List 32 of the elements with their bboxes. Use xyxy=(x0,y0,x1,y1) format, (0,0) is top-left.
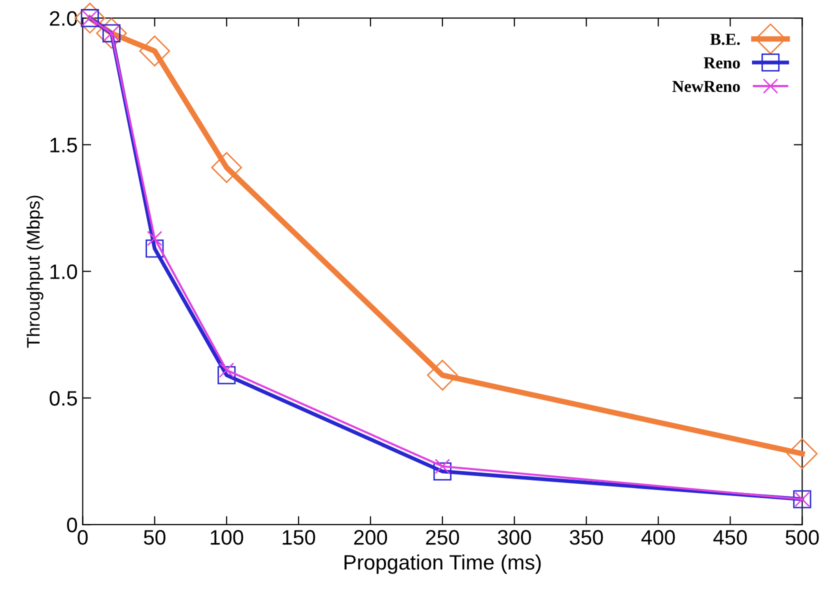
x-tick-label: 300 xyxy=(498,530,531,545)
y-axis-title: Throughput (Mbps) xyxy=(26,196,44,348)
point xyxy=(96,18,127,49)
legend-label: B.E. xyxy=(710,34,740,45)
point xyxy=(427,360,458,391)
x-tick-label: 400 xyxy=(641,530,675,545)
legend-label: Reno xyxy=(704,57,740,68)
point xyxy=(434,458,450,474)
x-tick-label: 100 xyxy=(210,530,244,545)
y-tick-label: 0 xyxy=(67,518,78,532)
y-tick-label: 2.0 xyxy=(50,11,78,26)
point xyxy=(211,152,242,183)
point xyxy=(218,362,234,378)
x-tick-label: 350 xyxy=(570,530,603,545)
x-tick-label: 500 xyxy=(786,530,819,545)
y-tick-label: 1.5 xyxy=(50,138,77,152)
point xyxy=(146,240,164,258)
x-tick-label: 150 xyxy=(282,530,316,545)
point xyxy=(218,366,236,384)
point xyxy=(139,36,170,66)
legend-label: NewReno xyxy=(672,80,740,92)
x-tick-label: 450 xyxy=(713,530,747,545)
point xyxy=(433,462,452,480)
y-tick-label: 1.0 xyxy=(50,264,78,280)
x-tick-label: 250 xyxy=(426,530,460,545)
x-tick-label: 200 xyxy=(354,530,388,545)
point xyxy=(786,438,818,470)
y-tick-label: 0.5 xyxy=(50,390,77,406)
x-tick-label: 0 xyxy=(78,530,88,545)
x-tick-label: 50 xyxy=(144,530,166,545)
point xyxy=(147,230,162,246)
x-axis-title: Propgation Time (ms) xyxy=(344,554,541,574)
